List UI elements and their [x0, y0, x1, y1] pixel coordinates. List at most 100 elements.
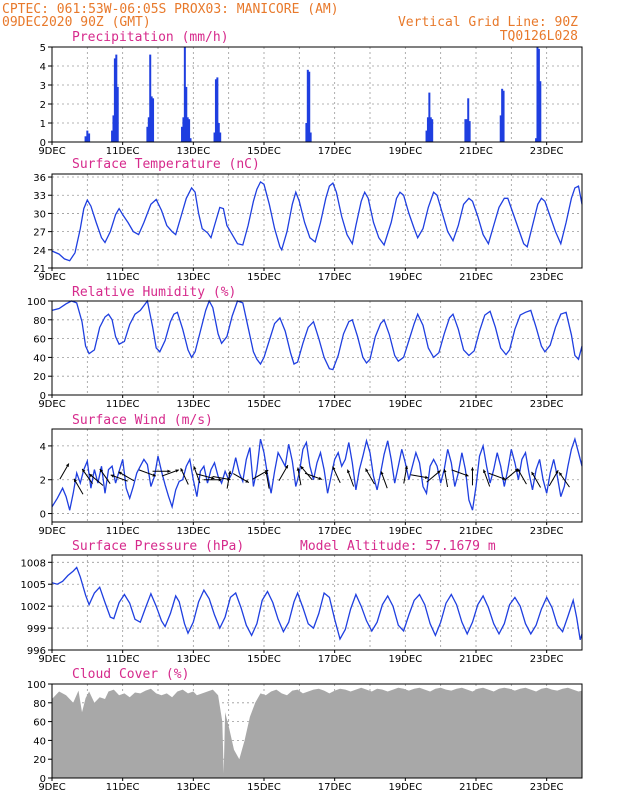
rh-xtick-label: 11DEC	[106, 399, 140, 410]
wind-xtick-label: 23DEC	[530, 526, 564, 537]
rh-ytick-label: 80	[33, 316, 46, 327]
wind-arrow-head	[152, 473, 156, 477]
pressure-ytick-label: 1002	[21, 602, 46, 613]
precip-bar	[84, 136, 87, 142]
precip-bar	[536, 47, 539, 142]
wind-arrow	[161, 469, 179, 477]
wind-arrow-head	[65, 463, 69, 467]
cloud-area	[52, 687, 582, 778]
wind-arrow-head	[110, 474, 115, 478]
wind-arrow-head	[82, 468, 86, 473]
precip-xtick-label: 9DEC	[38, 146, 65, 157]
wind-arrow	[278, 464, 289, 482]
precip-bar	[217, 123, 220, 142]
precip-bar	[213, 132, 216, 142]
wind-arrow-head	[437, 470, 441, 474]
wind-arrow-head	[99, 468, 103, 473]
wind-arrow	[118, 471, 135, 482]
wind-xtick-label: 13DEC	[176, 526, 210, 537]
cloud-ytick-label: 60	[33, 718, 46, 729]
precip-bar	[182, 117, 185, 142]
pressure-ytick-label: 1005	[21, 580, 46, 591]
rh-ytick-label: 100	[27, 297, 46, 308]
rh-xtick-label: 21DEC	[459, 399, 493, 410]
pressure-line	[51, 566, 583, 641]
wind-panel: 0 2 4 9DEC 11DEC 13DEC 15DEC 17DEC 19DEC 21DEC 23D…	[38, 413, 583, 537]
precip-frame	[51, 46, 583, 143]
pressure-ytick-label: 996	[27, 646, 46, 657]
rh-title: Relative Humidity (%)	[72, 285, 236, 300]
precip-bar	[502, 90, 505, 142]
wind-arrow	[548, 469, 559, 487]
precip-ytick-label: 0	[40, 138, 46, 149]
precip-bar	[116, 86, 119, 142]
wind-arrow-head	[318, 476, 322, 480]
precip-xtick-label: 19DEC	[388, 146, 422, 157]
wind-arrow	[517, 468, 527, 485]
wind-arrow	[152, 469, 171, 473]
rh-xtick-label: 13DEC	[176, 399, 210, 410]
rh-ytick-label: 0	[40, 391, 46, 402]
wind-arrow	[365, 468, 375, 485]
precip-bar	[467, 98, 470, 142]
wind-arrow	[470, 467, 475, 486]
wind-xtick-label: 11DEC	[106, 526, 140, 537]
cloud-xtick-label: 11DEC	[106, 782, 140, 793]
precip-xtick-label: 17DEC	[318, 146, 352, 157]
pressure-xtick-label: 19DEC	[388, 654, 422, 665]
wind-arrow	[304, 472, 323, 480]
wind-arrow-head	[245, 479, 249, 483]
wind-arrow	[73, 478, 84, 495]
rh-xtick-label: 19DEC	[388, 399, 422, 410]
wind-arrow-head	[470, 467, 475, 471]
temp-panel: 21 24 27 30 33 36 9DEC 11DEC 13DEC 15DEC 17DEC 19DE…	[33, 157, 583, 283]
precip-bar	[465, 119, 468, 142]
temp-ytick-label: 21	[33, 264, 46, 275]
precip-bar	[112, 115, 115, 142]
wind-arrow-head	[443, 469, 447, 473]
precip-bar	[537, 48, 540, 142]
temp-xtick-label: 23DEC	[530, 272, 564, 283]
wind-xtick-label: 17DEC	[318, 526, 352, 537]
rh-panel: 0 20 40 60 80 100 9DEC 11DEC 13DEC 15DEC 17DEC 19DE…	[27, 285, 583, 410]
cloud-ytick-label: 20	[33, 755, 46, 766]
wind-arrow-head	[365, 468, 369, 473]
precip-bar	[88, 133, 91, 142]
temp-xtick-label: 21DEC	[459, 272, 493, 283]
wind-arrow	[504, 468, 519, 481]
cloud-xtick-label: 13DEC	[176, 782, 210, 793]
rh-xtick-label: 23DEC	[530, 399, 564, 410]
wind-arrow	[296, 467, 302, 486]
cloud-xtick-label: 9DEC	[38, 782, 65, 793]
precip-bar	[428, 92, 431, 142]
wind-arrow	[426, 470, 441, 483]
pressure-panel: 996 999 1002 1005 1008 9DEC 11DEC 13DEC 15DEC 17D…	[21, 539, 583, 665]
wind-ytick-label: 2	[40, 476, 46, 487]
header-line2-right: Vertical Grid Line: 90Z	[398, 15, 578, 30]
precip-bar	[188, 119, 191, 142]
rh-ytick-label: 40	[33, 353, 46, 364]
temp-ytick-label: 36	[33, 173, 46, 184]
wind-arrow	[196, 473, 215, 480]
wind-arrow-head	[228, 470, 232, 475]
temp-ytick-label: 30	[33, 209, 46, 220]
wind-arrow-head	[465, 473, 469, 477]
rh-ytick-label: 20	[33, 372, 46, 383]
wind-arrow-head	[517, 468, 521, 473]
wind-arrow-head	[118, 471, 122, 475]
precip-bar	[306, 69, 309, 142]
wind-arrow	[203, 478, 222, 482]
precip-bar	[464, 119, 467, 142]
precip-ytick-label: 3	[40, 81, 46, 92]
wind-arrow	[488, 472, 506, 480]
temp-xtick-label: 15DEC	[247, 272, 281, 283]
precip-bar	[468, 121, 471, 142]
wind-arrow-head	[89, 473, 93, 478]
wind-arrow-head	[210, 476, 215, 480]
cloud-xtick-label: 23DEC	[530, 782, 564, 793]
precip-bar	[150, 96, 153, 142]
temp-frame	[51, 173, 583, 269]
precip-bar	[115, 54, 118, 142]
wind-xtick-label: 19DEC	[388, 526, 422, 537]
precip-bar	[219, 132, 222, 142]
